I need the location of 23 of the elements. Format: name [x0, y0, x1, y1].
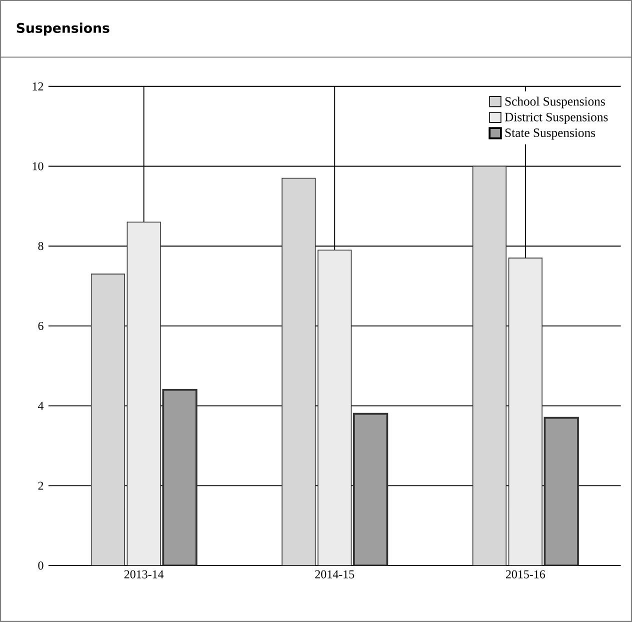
chart-title: Suspensions [16, 22, 110, 36]
y-tick-label: 2 [38, 482, 44, 490]
bar [90, 274, 125, 566]
bar [352, 412, 388, 566]
bar [318, 250, 352, 566]
legend-label: District Suspensions [504, 112, 608, 124]
y-tick-label: 12 [32, 82, 44, 90]
bar [162, 388, 198, 566]
x-tick-label: 2014-15 [315, 570, 354, 578]
bar [282, 178, 316, 566]
x-tick-label: 2015-16 [506, 570, 546, 578]
bar [508, 258, 542, 566]
legend-label: School Suspensions [505, 96, 605, 108]
y-tick-label: 10 [32, 162, 44, 170]
x-tick-label: 2013-14 [124, 570, 164, 578]
bar [126, 222, 161, 566]
legend-label: State Suspensions [505, 128, 596, 140]
bar [472, 166, 507, 566]
y-tick-label: 6 [38, 322, 44, 330]
bar [544, 416, 579, 566]
y-tick-label: 4 [38, 402, 44, 410]
y-tick-label: 0 [38, 562, 44, 570]
y-tick-label: 8 [38, 242, 44, 250]
